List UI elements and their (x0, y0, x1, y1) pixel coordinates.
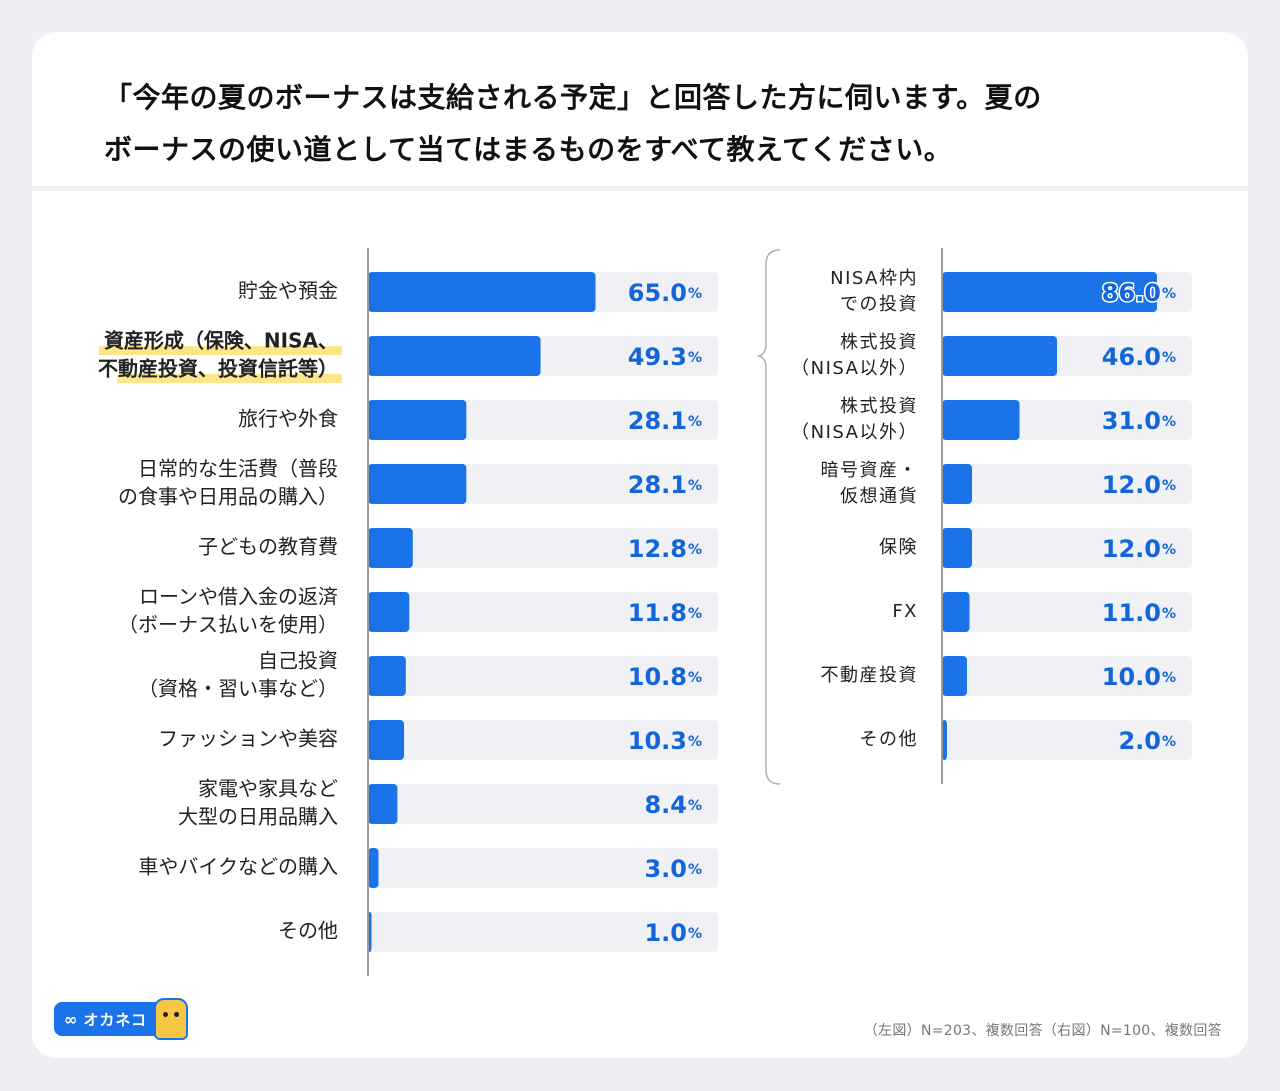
category-label-0-1: 資産形成（保険、NISA、 (104, 329, 338, 353)
bar-track-0-5 (368, 592, 718, 632)
logo-text: オカネコ (83, 1010, 148, 1029)
value-label-1-5: 11.0% (1102, 599, 1176, 627)
value-label-1-1: 46.0% (1102, 343, 1176, 371)
value-label-0-2: 28.1% (628, 407, 702, 435)
category-label-0-4: 子どもの教育費 (198, 535, 338, 559)
bar-charts: 貯金や預金 65.0% 資産形成（保険、NISA、不動産投資、投資信託等） 49.3%… (98, 248, 1192, 976)
bar-track-0-9 (368, 848, 718, 888)
value-label-0-8: 8.4% (644, 791, 702, 819)
category-label-1-1: 株式投資 (840, 332, 918, 353)
value-label-1-3: 12.0% (1102, 471, 1176, 499)
bar-0-5 (368, 592, 410, 632)
bar-1-5 (942, 592, 970, 632)
category-label-0-10: その他 (278, 919, 338, 943)
category-label-0-8: 家電や家具など (198, 777, 338, 801)
chart-title: 「今年の夏のボーナスは支給される予定」と回答した方に伺います。夏の ボーナスの使… (104, 81, 1042, 166)
category-label-0-3: の食事や日用品の購入） (118, 485, 338, 509)
bar-0-9 (368, 848, 379, 888)
value-label-0-3: 28.1% (628, 471, 702, 499)
bar-1-6 (942, 656, 967, 696)
value-label-0-7: 10.3% (628, 727, 702, 755)
category-label-0-6: 自己投資 (258, 649, 338, 673)
category-label-0-5: （ボーナス払いを使用） (118, 613, 338, 637)
infinity-icon: ∞ (64, 1009, 78, 1029)
breakdown-bracket (756, 249, 781, 785)
category-label-0-9: 車やバイクなどの購入 (138, 855, 338, 879)
bar-1-1 (942, 336, 1057, 376)
category-label-1-6: 不動産投資 (821, 665, 919, 686)
category-label-1-5: FX (892, 601, 918, 622)
chart-card: 「今年の夏のボーナスは支給される予定」と回答した方に伺います。夏の ボーナスの使… (32, 32, 1248, 1058)
value-label-0-4: 12.8% (628, 535, 702, 563)
value-label-1-4: 12.0% (1102, 535, 1176, 563)
category-label-1-1: （NISA以外） (791, 358, 918, 379)
category-label-0-5: ローンや借入金の返済 (139, 585, 338, 609)
highlight-marker-1-0 (98, 346, 342, 355)
bar-0-2 (368, 400, 467, 440)
value-label-0-6: 10.8% (628, 663, 702, 691)
value-label-1-7: 2.0% (1118, 727, 1176, 755)
category-label-0-8: 大型の日用品購入 (178, 805, 338, 829)
category-label-1-0: NISA枠内 (830, 268, 918, 289)
category-label-1-4: 保険 (879, 537, 918, 558)
bar-0-8 (368, 784, 398, 824)
cat-mascot-icon (154, 998, 188, 1040)
value-label-1-2: 31.0% (1102, 407, 1176, 435)
category-label-1-3: 仮想通貨 (840, 486, 918, 507)
category-label-0-0: 貯金や預金 (238, 279, 338, 303)
category-label-1-3: 暗号資産・ (821, 460, 919, 481)
bar-track-0-7 (368, 720, 718, 760)
category-label-0-6: （資格・習い事など） (138, 677, 338, 701)
category-label-1-0: での投資 (840, 294, 918, 315)
value-label-0-1: 49.3% (628, 343, 702, 371)
bar-0-1 (368, 336, 541, 376)
bar-track-0-10 (368, 912, 718, 952)
bar-track-1-5 (942, 592, 1192, 632)
value-label-1-6: 10.0% (1102, 663, 1176, 691)
bar-track-1-3 (942, 464, 1192, 504)
bar-0-0 (368, 272, 596, 312)
bar-1-0 (942, 272, 1157, 312)
bar-track-1-4 (942, 528, 1192, 568)
category-label-1-7: その他 (860, 729, 919, 750)
bar-0-4 (368, 528, 413, 568)
bar-track-0-6 (368, 656, 718, 696)
bar-track-1-7 (942, 720, 1192, 760)
value-label-0-9: 3.0% (644, 855, 702, 883)
category-label-0-7: ファッションや美容 (158, 727, 338, 751)
okaneko-logo: ∞ オカネコ (54, 998, 188, 1040)
footnote: （左図）N=203、複数回答（右図）N=100、複数回答 (863, 1023, 1222, 1039)
bar-track-0-4 (368, 528, 718, 568)
bar-track-1-6 (942, 656, 1192, 696)
category-label-1-2: （NISA以外） (791, 422, 918, 443)
bar-1-7 (942, 720, 947, 760)
bar-0-7 (368, 720, 405, 760)
bar-1-4 (942, 528, 972, 568)
category-label-0-1: 不動産投資、投資信託等） (98, 357, 338, 381)
category-label-0-3: 日常的な生活費（普段 (138, 457, 338, 481)
value-label-1-0: 86.0% (1102, 279, 1176, 307)
value-label-0-5: 11.8% (628, 599, 702, 627)
bar-1-2 (942, 400, 1020, 440)
bar-0-3 (368, 464, 467, 504)
highlight-marker-1-1 (117, 374, 342, 383)
bar-track-0-8 (368, 784, 718, 824)
category-label-0-2: 旅行や外食 (238, 407, 338, 431)
title-divider (32, 186, 1248, 191)
bar-0-6 (368, 656, 406, 696)
bar-1-3 (942, 464, 972, 504)
category-label-1-2: 株式投資 (840, 396, 918, 417)
value-label-0-10: 1.0% (644, 919, 702, 947)
value-label-0-0: 65.0% (628, 279, 702, 307)
